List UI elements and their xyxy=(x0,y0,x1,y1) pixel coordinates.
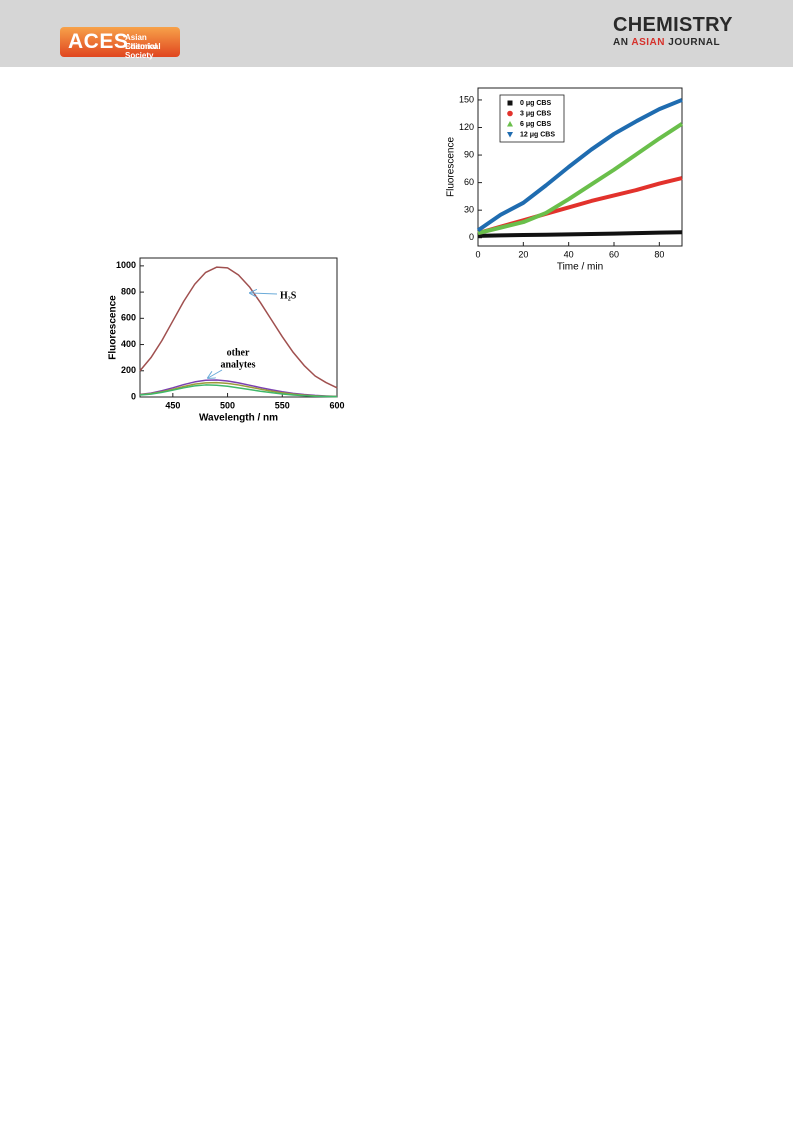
y-tick-label: 150 xyxy=(459,94,474,104)
subtitle-word: AN xyxy=(613,37,629,48)
journal-logo: CHEMISTRY AN ASIAN JOURNAL xyxy=(613,14,733,48)
plot-frame xyxy=(477,87,683,247)
x-tick-label: 450 xyxy=(165,400,180,410)
journal-title: CHEMISTRY xyxy=(613,14,733,36)
y-tick-label: 1000 xyxy=(116,260,136,270)
series-line xyxy=(139,384,338,398)
y-tick-label: 200 xyxy=(121,365,136,375)
y-axis-label: Fluorescence xyxy=(108,295,119,360)
x-axis-label: Time / min xyxy=(557,262,603,273)
y-axis-label: Fluorescence xyxy=(446,137,457,197)
subtitle-word: JOURNAL xyxy=(668,37,721,48)
logo: ACES Asian Chemical Editorial Society xyxy=(60,27,180,60)
x-tick-label: 0 xyxy=(475,249,480,259)
y-tick-label: 0 xyxy=(131,391,136,401)
x-tick-label: 80 xyxy=(654,249,664,259)
subtitle-word: ASIAN xyxy=(631,37,665,48)
legend-marker xyxy=(507,110,513,117)
journal-subtitle: AN ASIAN JOURNAL xyxy=(613,37,723,48)
society-line: Asian Chemical xyxy=(125,33,161,51)
legend-marker xyxy=(507,132,513,138)
x-axis-label: Wavelength / nm xyxy=(199,413,278,424)
y-tick-label: 600 xyxy=(121,313,136,323)
legend-marker xyxy=(507,121,513,127)
x-tick-label: 60 xyxy=(609,249,619,259)
legend-label: 0 μg CBS xyxy=(520,100,551,107)
legend-label: 3 μg CBS xyxy=(520,110,551,117)
society-line: Editorial Society xyxy=(125,42,158,60)
y-tick-label: 90 xyxy=(464,149,474,159)
logo-text: ACES xyxy=(68,30,129,53)
y-tick-label: 0 xyxy=(469,232,474,242)
x-tick-label: 500 xyxy=(220,400,235,410)
legend-label: 6 μg CBS xyxy=(520,121,551,128)
y-tick-label: 120 xyxy=(459,122,474,132)
series-line xyxy=(139,266,338,389)
y-tick-label: 800 xyxy=(121,286,136,296)
x-tick-label: 600 xyxy=(329,400,344,410)
annotation-arrow xyxy=(208,369,223,378)
legend-label: 12 μg CBS xyxy=(520,131,555,138)
x-tick-label: 20 xyxy=(518,249,528,259)
y-tick-label: 400 xyxy=(121,339,136,349)
header: ACES Asian Chemical Editorial Society CH… xyxy=(0,0,793,67)
annotation-arrow xyxy=(250,293,278,294)
series-line xyxy=(477,122,684,236)
y-tick-label: 60 xyxy=(464,177,474,187)
annotation: H₂S xyxy=(280,290,297,301)
annotation: analytes xyxy=(221,359,256,370)
plot-frame xyxy=(139,257,338,398)
x-tick-label: 550 xyxy=(275,400,290,410)
y-tick-label: 30 xyxy=(464,205,474,215)
annotation: other xyxy=(227,347,250,358)
series-line xyxy=(477,230,683,238)
series-line xyxy=(476,98,683,233)
x-tick-label: 40 xyxy=(564,249,574,259)
legend-marker xyxy=(507,100,513,106)
